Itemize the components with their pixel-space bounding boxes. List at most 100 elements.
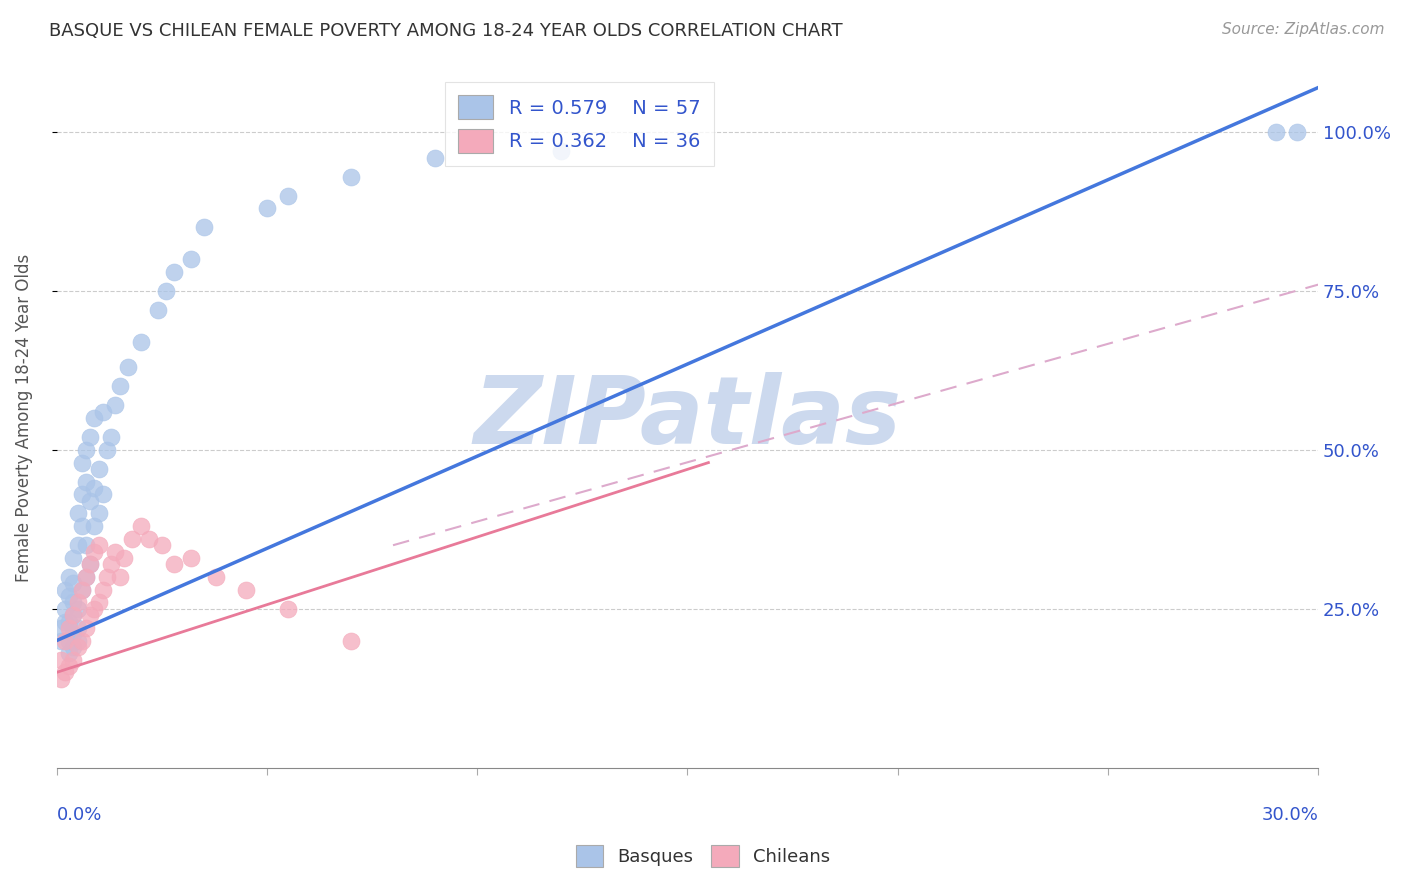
Text: BASQUE VS CHILEAN FEMALE POVERTY AMONG 18-24 YEAR OLDS CORRELATION CHART: BASQUE VS CHILEAN FEMALE POVERTY AMONG 1…: [49, 22, 842, 40]
Point: [129, 519, 152, 533]
Point: [75, 475, 97, 489]
Point: [100, 558, 122, 572]
Point: [87, 507, 110, 521]
Point: [104, 398, 127, 412]
Point: [58, 615, 80, 629]
Point: [180, 551, 202, 566]
Point: [79, 430, 101, 444]
Point: [79, 558, 101, 572]
Point: [66, 595, 89, 609]
Point: [75, 570, 97, 584]
Point: [62, 608, 84, 623]
Text: 0.0%: 0.0%: [56, 806, 103, 824]
Text: 30.0%: 30.0%: [1261, 806, 1319, 824]
Point: [340, 633, 363, 648]
Point: [79, 493, 101, 508]
Text: ZIPatlas: ZIPatlas: [474, 372, 901, 464]
Point: [91, 405, 114, 419]
Point: [163, 265, 186, 279]
Point: [138, 532, 160, 546]
Point: [53, 615, 76, 629]
Point: [235, 582, 257, 597]
Point: [87, 595, 110, 609]
Point: [66, 633, 89, 648]
Point: [66, 621, 89, 635]
Point: [163, 558, 186, 572]
Point: [58, 589, 80, 603]
Point: [62, 627, 84, 641]
Point: [49, 621, 72, 635]
Point: [155, 284, 177, 298]
Point: [49, 672, 72, 686]
Point: [58, 633, 80, 648]
Point: [112, 551, 135, 566]
Point: [96, 570, 118, 584]
Point: [75, 538, 97, 552]
Y-axis label: Female Poverty Among 18-24 Year Olds: Female Poverty Among 18-24 Year Olds: [15, 254, 32, 582]
Point: [58, 621, 80, 635]
Point: [66, 640, 89, 654]
Point: [83, 602, 105, 616]
Point: [146, 303, 169, 318]
Text: Source: ZipAtlas.com: Source: ZipAtlas.com: [1222, 22, 1385, 37]
Point: [58, 646, 80, 660]
Point: [1286, 125, 1309, 139]
Point: [129, 334, 152, 349]
Point: [83, 481, 105, 495]
Point: [180, 252, 202, 267]
Point: [121, 532, 143, 546]
Point: [1265, 125, 1288, 139]
Point: [49, 633, 72, 648]
Point: [53, 665, 76, 680]
Point: [117, 360, 139, 375]
Point: [70, 633, 93, 648]
Point: [277, 602, 299, 616]
Point: [66, 538, 89, 552]
Point: [62, 576, 84, 591]
Point: [62, 653, 84, 667]
Point: [75, 570, 97, 584]
Point: [79, 608, 101, 623]
Legend: Basques, Chileans: Basques, Chileans: [568, 838, 838, 874]
Point: [96, 442, 118, 457]
Point: [83, 411, 105, 425]
Point: [87, 538, 110, 552]
Point: [91, 487, 114, 501]
Point: [104, 544, 127, 558]
Point: [550, 144, 572, 158]
Point: [150, 538, 173, 552]
Point: [62, 640, 84, 654]
Point: [83, 544, 105, 558]
Point: [70, 487, 93, 501]
Point: [108, 379, 131, 393]
Point: [66, 507, 89, 521]
Point: [70, 582, 93, 597]
Point: [70, 456, 93, 470]
Point: [79, 558, 101, 572]
Point: [66, 602, 89, 616]
Point: [205, 570, 228, 584]
Point: [91, 582, 114, 597]
Point: [62, 551, 84, 566]
Point: [53, 582, 76, 597]
Point: [193, 220, 215, 235]
Point: [340, 169, 363, 184]
Point: [108, 570, 131, 584]
Point: [70, 582, 93, 597]
Point: [423, 151, 446, 165]
Point: [87, 462, 110, 476]
Point: [256, 202, 278, 216]
Point: [83, 519, 105, 533]
Point: [277, 188, 299, 202]
Point: [58, 659, 80, 673]
Point: [70, 519, 93, 533]
Point: [100, 430, 122, 444]
Point: [75, 442, 97, 457]
Point: [75, 621, 97, 635]
Point: [53, 602, 76, 616]
Point: [49, 653, 72, 667]
Legend: R = 0.579    N = 57, R = 0.362    N = 36: R = 0.579 N = 57, R = 0.362 N = 36: [444, 82, 714, 166]
Point: [53, 633, 76, 648]
Point: [58, 570, 80, 584]
Point: [62, 595, 84, 609]
